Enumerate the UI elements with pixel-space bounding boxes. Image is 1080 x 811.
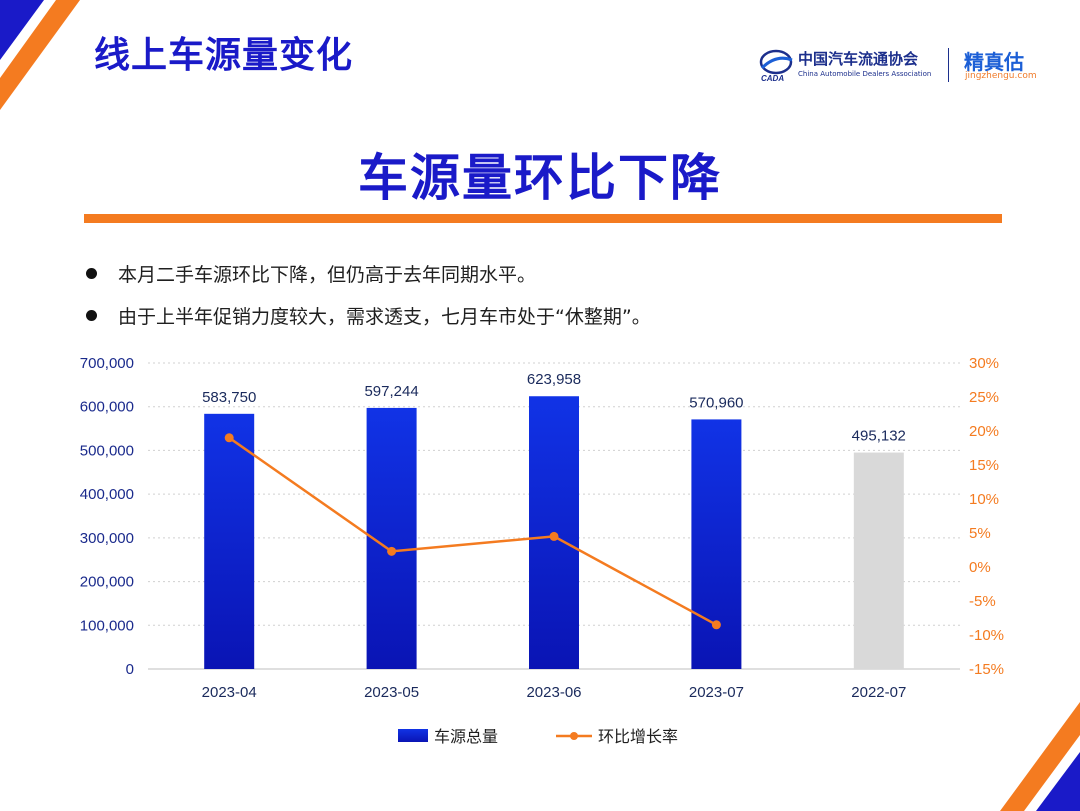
growth-rate-point xyxy=(711,620,721,630)
section-title: 线上车源量变化 xyxy=(94,35,354,76)
cada-logo-icon: CADA xyxy=(759,49,793,82)
x-axis-tick-label: 2023-06 xyxy=(526,684,581,701)
right-axis-tick-label: 10% xyxy=(969,491,999,508)
right-axis-tick-label: -5% xyxy=(969,593,996,610)
bar-value-label: 623,958 xyxy=(527,371,581,388)
header-logos: CADA 中国汽车流通协会 China Automobile Dealers A… xyxy=(758,46,1048,86)
right-axis-tick-label: 20% xyxy=(969,423,999,440)
legend-label: 环比增长率 xyxy=(598,728,678,746)
left-axis-tick-label: 500,000 xyxy=(80,442,134,459)
bar xyxy=(204,413,255,669)
x-axis-tick-label: 2023-07 xyxy=(689,684,744,701)
brand-url: jingzhengu.com xyxy=(965,71,1037,81)
brand-name: 精真估 xyxy=(964,50,1024,74)
headline: 车源量环比下降 xyxy=(358,149,722,207)
bullet-text: 本月二手车源环比下降，但仍高于去年同期水平。 xyxy=(118,263,537,286)
left-axis-tick-label: 0 xyxy=(126,661,134,678)
legend-line-marker xyxy=(570,732,578,740)
growth-rate-point xyxy=(549,531,559,541)
legend-label: 车源总量 xyxy=(434,728,498,746)
association-name: 中国汽车流通协会 xyxy=(798,50,919,68)
svg-text:CADA: CADA xyxy=(761,74,784,82)
logo-divider xyxy=(948,48,949,82)
left-axis-tick-label: 300,000 xyxy=(80,530,134,547)
headline-underline xyxy=(84,214,1002,223)
bullet-text: 由于上半年促销力度较大，需求透支，七月车市处于“休整期”。 xyxy=(118,305,651,328)
right-axis-tick-label: -10% xyxy=(969,627,1004,644)
left-axis-tick-label: 100,000 xyxy=(80,617,134,634)
right-axis-tick-label: 30% xyxy=(969,355,999,372)
bar-value-label: 495,132 xyxy=(852,428,906,445)
right-axis-tick-label: 5% xyxy=(969,525,991,542)
right-axis-tick-label: 0% xyxy=(969,559,991,576)
growth-rate-line xyxy=(228,436,717,626)
bar-value-label: 597,244 xyxy=(364,383,418,400)
bar-value-label: 583,750 xyxy=(202,389,256,406)
bullet-item: 由于上半年促销力度较大，需求透支，七月车市处于“休整期”。 xyxy=(86,294,651,336)
bar xyxy=(691,419,742,669)
bullet-list: 本月二手车源环比下降，但仍高于去年同期水平。 由于上半年促销力度较大，需求透支，… xyxy=(86,252,651,336)
left-axis-tick-label: 700,000 xyxy=(80,355,134,372)
left-axis-tick-label: 400,000 xyxy=(80,486,134,503)
growth-rate-point xyxy=(224,433,234,443)
left-axis-tick-label: 600,000 xyxy=(80,399,134,416)
x-axis-tick-label: 2022-07 xyxy=(851,684,906,701)
bar-value-label: 570,960 xyxy=(689,394,743,411)
right-axis-tick-label: -15% xyxy=(969,661,1004,678)
bullet-item: 本月二手车源环比下降，但仍高于去年同期水平。 xyxy=(86,252,651,294)
combo-chart: 0 100,000 200,000 300,000 400,000 500,000 600,… xyxy=(80,355,1004,746)
right-axis-tick-label: 25% xyxy=(969,389,999,406)
bar xyxy=(853,452,904,669)
left-axis-tick-label: 200,000 xyxy=(80,574,134,591)
growth-rate-point xyxy=(387,546,397,556)
x-axis-tick-label: 2023-04 xyxy=(202,684,257,701)
bullet-dot-icon xyxy=(86,267,97,279)
legend-bar-swatch xyxy=(398,729,428,742)
bullet-dot-icon xyxy=(86,309,97,321)
x-axis-tick-label: 2023-05 xyxy=(364,684,419,701)
association-name-en: China Automobile Dealers Association xyxy=(798,70,932,78)
right-axis-tick-label: 15% xyxy=(969,457,999,474)
